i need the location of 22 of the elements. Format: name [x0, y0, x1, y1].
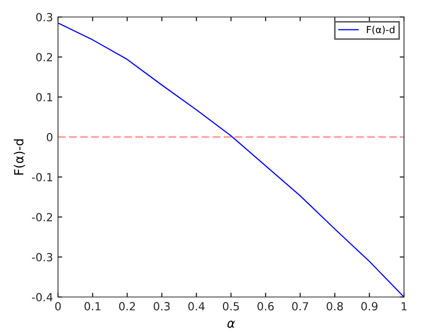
legend-label: F(α)-d: [366, 26, 394, 34]
x-tick-label: 0: [55, 302, 61, 310]
y-tick-label: -0.1: [32, 172, 52, 182]
x-tick-label: 0.1: [84, 302, 100, 310]
y-tick-label: 0.3: [36, 12, 52, 22]
x-tick-label: 0.6: [258, 302, 274, 310]
x-tick-label: 0.3: [154, 302, 170, 310]
y-tick-label: 0.1: [36, 92, 52, 102]
x-tick-label: 0.2: [119, 302, 135, 310]
y-tick-label: -0.2: [32, 212, 52, 222]
x-axis-title: α: [227, 320, 235, 328]
x-tick-label: 0.5: [222, 302, 239, 310]
x-tick-label: 0.4: [188, 302, 205, 310]
y-tick-label: -0.4: [32, 292, 53, 302]
y-tick-label: 0: [46, 132, 52, 142]
y-tick-label: 0.2: [36, 52, 52, 62]
x-tick-label: 0.9: [361, 302, 378, 310]
x-tick-label: 0.7: [292, 302, 308, 310]
y-tick-label: -0.3: [32, 252, 52, 262]
x-tick-label: 1: [402, 302, 407, 310]
x-tick-label: 0.8: [326, 302, 343, 310]
y-axis-title: F(α)-d: [14, 139, 25, 175]
